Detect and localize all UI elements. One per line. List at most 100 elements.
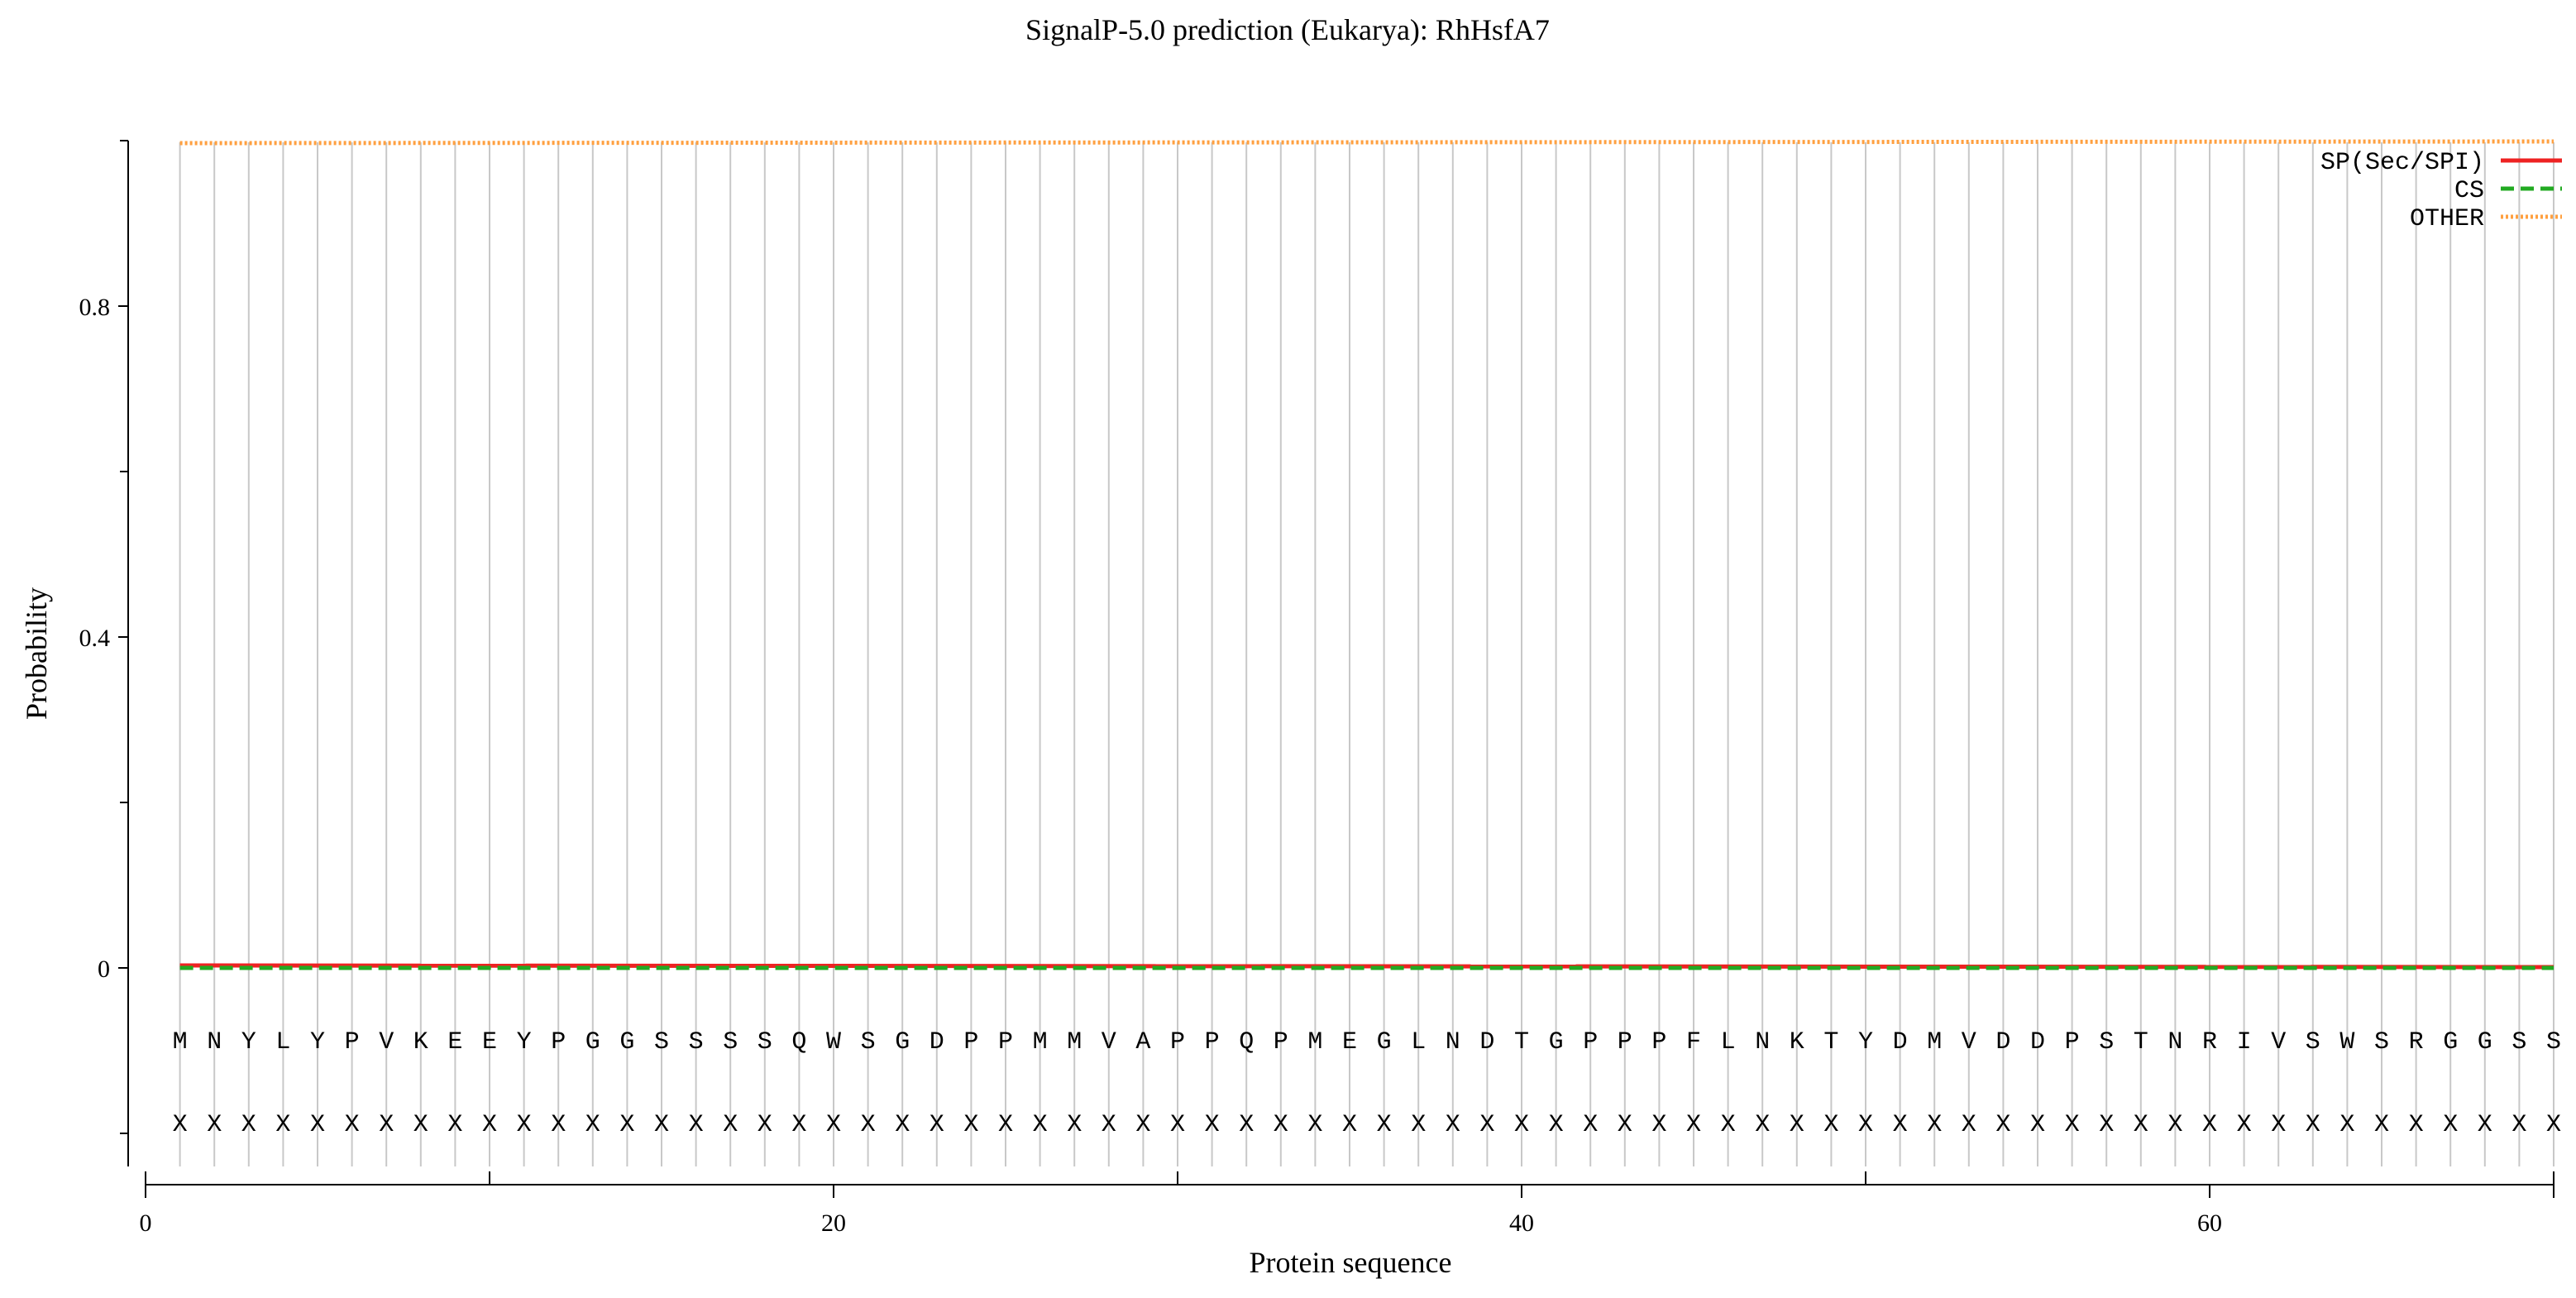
residue-label: L bbox=[1721, 1028, 1736, 1056]
residue-label: G bbox=[619, 1028, 634, 1056]
x-axis-label: Protein sequence bbox=[1250, 1246, 1452, 1279]
annotation-label: X bbox=[2374, 1111, 2389, 1139]
annotation-label: X bbox=[1102, 1111, 1116, 1139]
annotation-label: X bbox=[447, 1111, 462, 1139]
residue-label: W bbox=[2339, 1028, 2354, 1056]
x-tick-label: 20 bbox=[821, 1209, 846, 1237]
annotation-label: X bbox=[1790, 1111, 1804, 1139]
annotation-label: X bbox=[2271, 1111, 2286, 1139]
annotation-label: X bbox=[2306, 1111, 2320, 1139]
residue-label: T bbox=[1514, 1028, 1529, 1056]
residue-label: G bbox=[585, 1028, 600, 1056]
annotation-label: X bbox=[413, 1111, 428, 1139]
annotation-label: X bbox=[310, 1111, 325, 1139]
residue-label: T bbox=[2134, 1028, 2148, 1056]
residue-label: V bbox=[1102, 1028, 1116, 1056]
residue-label: D bbox=[930, 1028, 944, 1056]
residue-label: P bbox=[998, 1028, 1013, 1056]
annotation-label: X bbox=[1205, 1111, 1220, 1139]
residue-label: P bbox=[1205, 1028, 1220, 1056]
annotation-label: X bbox=[1033, 1111, 1048, 1139]
residue-label: L bbox=[275, 1028, 290, 1056]
annotation-label: X bbox=[241, 1111, 256, 1139]
residue-label: S bbox=[2511, 1028, 2526, 1056]
annotation-label: X bbox=[1514, 1111, 1529, 1139]
residue-label: S bbox=[758, 1028, 772, 1056]
residue-label: F bbox=[1686, 1028, 1701, 1056]
residue-label: Q bbox=[791, 1028, 806, 1056]
residue-label: Y bbox=[517, 1028, 532, 1056]
annotation-label: X bbox=[173, 1111, 188, 1139]
annotation-label: X bbox=[482, 1111, 497, 1139]
annotation-label: X bbox=[1239, 1111, 1254, 1139]
annotation-label: X bbox=[2511, 1111, 2526, 1139]
series-line-other bbox=[179, 139, 2554, 146]
residue-label: G bbox=[1377, 1028, 1392, 1056]
annotation-label: X bbox=[2030, 1111, 2045, 1139]
annotation-label: X bbox=[2443, 1111, 2458, 1139]
annotation-label: X bbox=[1067, 1111, 1082, 1139]
residue-label: K bbox=[1790, 1028, 1804, 1056]
annotation-label: X bbox=[517, 1111, 532, 1139]
residue-label: E bbox=[1342, 1028, 1357, 1056]
residue-label: P bbox=[345, 1028, 360, 1056]
residue-label: S bbox=[2546, 1028, 2561, 1056]
annotation-label: X bbox=[1479, 1111, 1494, 1139]
residue-label: V bbox=[2271, 1028, 2286, 1056]
annotation-label: X bbox=[963, 1111, 978, 1139]
residue-label: P bbox=[1651, 1028, 1666, 1056]
annotation-label: X bbox=[2202, 1111, 2217, 1139]
annotation-label: X bbox=[1651, 1111, 1666, 1139]
annotation-label: X bbox=[2099, 1111, 2114, 1139]
residue-label: M bbox=[1307, 1028, 1322, 1056]
y-tick-label: 0 bbox=[98, 956, 110, 983]
y-tick-label: 0.8 bbox=[79, 294, 111, 321]
residue-label: Q bbox=[1239, 1028, 1254, 1056]
annotation-label: X bbox=[1170, 1111, 1185, 1139]
annotation-label: X bbox=[723, 1111, 738, 1139]
residue-label: G bbox=[1549, 1028, 1564, 1056]
residue-label: K bbox=[413, 1028, 428, 1056]
annotation-label: X bbox=[2237, 1111, 2252, 1139]
residue-label: D bbox=[1995, 1028, 2010, 1056]
residue-label: S bbox=[654, 1028, 669, 1056]
annotation-label: X bbox=[2134, 1111, 2148, 1139]
residue-label: N bbox=[1755, 1028, 1770, 1056]
annotation-label: X bbox=[1858, 1111, 1873, 1139]
annotation-label: X bbox=[998, 1111, 1013, 1139]
residue-label: M bbox=[1033, 1028, 1048, 1056]
annotation-label: X bbox=[2339, 1111, 2354, 1139]
annotation-label: X bbox=[2478, 1111, 2492, 1139]
annotation-label: X bbox=[1893, 1111, 1908, 1139]
residue-label: N bbox=[1446, 1028, 1460, 1056]
residue-label: A bbox=[1135, 1028, 1150, 1056]
residue-label: P bbox=[2065, 1028, 2080, 1056]
annotation-label: X bbox=[2065, 1111, 2080, 1139]
residue-label: Y bbox=[1858, 1028, 1873, 1056]
annotation-label: X bbox=[2167, 1111, 2182, 1139]
residue-label: W bbox=[826, 1028, 841, 1056]
annotation-label: X bbox=[1274, 1111, 1288, 1139]
residue-label: S bbox=[723, 1028, 738, 1056]
residue-grid bbox=[179, 142, 2554, 1166]
annotation-label: X bbox=[275, 1111, 290, 1139]
residue-label: D bbox=[1479, 1028, 1494, 1056]
residue-label: S bbox=[2306, 1028, 2320, 1056]
annotation-label: X bbox=[207, 1111, 222, 1139]
residue-label: P bbox=[1274, 1028, 1288, 1056]
residue-label: T bbox=[1823, 1028, 1838, 1056]
residue-label: S bbox=[2099, 1028, 2114, 1056]
legend-label: CS bbox=[2454, 177, 2484, 205]
residue-label: L bbox=[1411, 1028, 1426, 1056]
annotation-label: X bbox=[1411, 1111, 1426, 1139]
y-tick-label: 0.4 bbox=[79, 625, 111, 652]
annotation-label: X bbox=[930, 1111, 944, 1139]
annotation-label: X bbox=[2546, 1111, 2561, 1139]
residue-label: G bbox=[2478, 1028, 2492, 1056]
annotation-label: X bbox=[1686, 1111, 1701, 1139]
annotation-label: X bbox=[826, 1111, 841, 1139]
